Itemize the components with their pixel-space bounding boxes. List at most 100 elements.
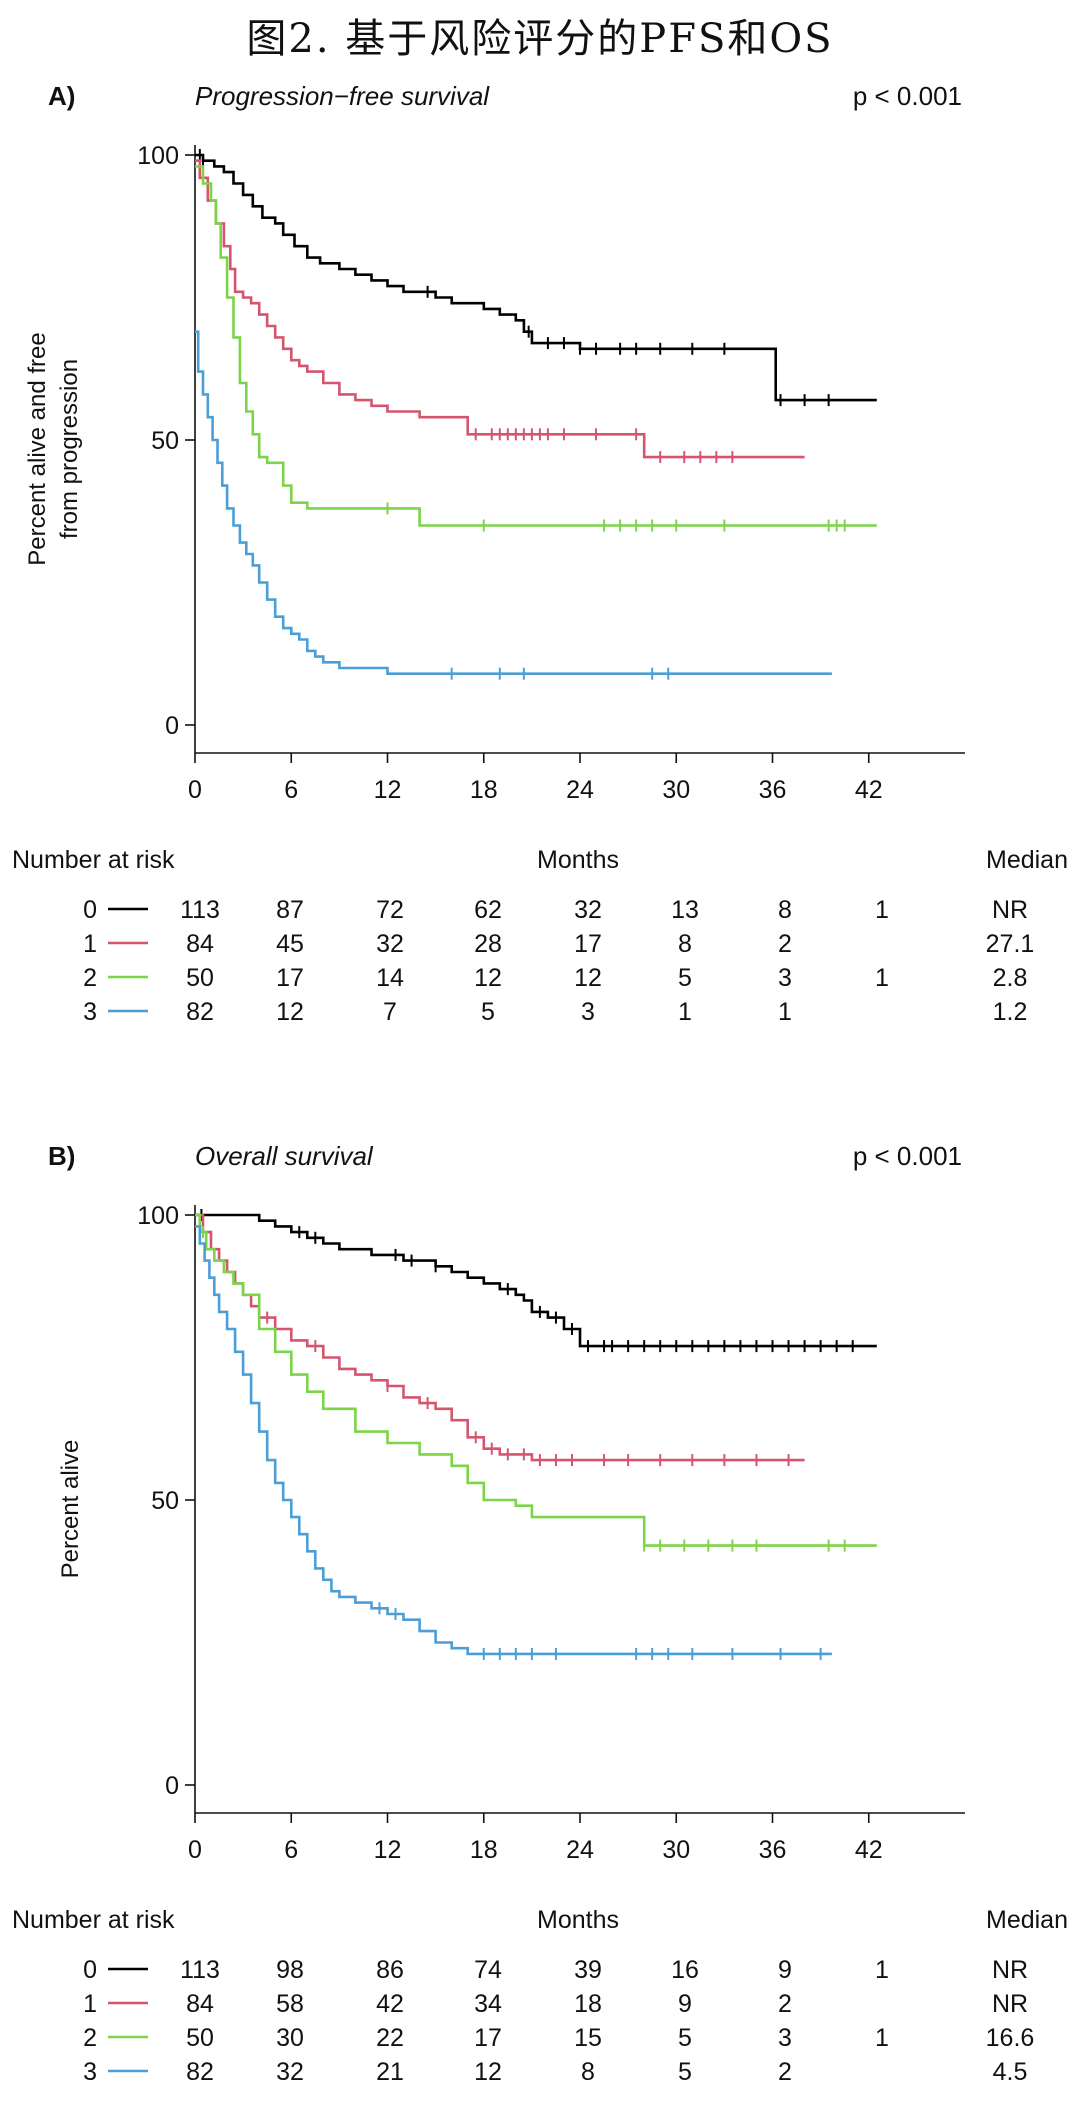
risk-group-label: 1 — [83, 1990, 97, 2018]
risk-count: 1 — [875, 896, 889, 924]
risk-count: 14 — [376, 964, 404, 992]
x-tick-label: 0 — [188, 776, 202, 804]
series-line-group-0 — [195, 153, 877, 402]
risk-count: 82 — [186, 2058, 214, 2086]
risk-count: 3 — [778, 964, 792, 992]
risk-count: 72 — [376, 896, 404, 924]
median-value: 4.5 — [993, 2058, 1028, 2086]
page-title: 图2. 基于风险评分的PFS和OS — [246, 16, 834, 62]
x-tick-label: 12 — [374, 1836, 402, 1864]
y-tick-label: 100 — [137, 1202, 179, 1230]
risk-count: 18 — [574, 1990, 602, 2018]
risk-count: 62 — [474, 896, 502, 924]
risk-count: 2 — [778, 1990, 792, 2018]
x-tick-label: 18 — [470, 776, 498, 804]
x-tick-label: 36 — [759, 776, 787, 804]
risk-count: 13 — [671, 896, 699, 924]
risk-count: 16 — [671, 1956, 699, 1984]
risk-count: 5 — [678, 964, 692, 992]
risk-count: 1 — [875, 964, 889, 992]
risk-count: 32 — [574, 896, 602, 924]
series-line-group-3 — [195, 330, 832, 675]
risk-count: 5 — [678, 2058, 692, 2086]
risk-count: 86 — [376, 1956, 404, 1984]
median-value: 2.8 — [993, 964, 1028, 992]
x-tick-label: 36 — [759, 1836, 787, 1864]
risk-count: 5 — [481, 998, 495, 1026]
risk-count: 17 — [574, 930, 602, 958]
risk-count: 34 — [474, 1990, 502, 2018]
risk-count: 1 — [778, 998, 792, 1026]
risk-count: 84 — [186, 930, 214, 958]
risk-count: 12 — [276, 998, 304, 1026]
median-value: 1.2 — [993, 998, 1028, 1026]
risk-count: 21 — [376, 2058, 404, 2086]
series-line-group-1 — [195, 1213, 805, 1462]
risk-count: 113 — [180, 896, 220, 924]
risk-count: 12 — [474, 964, 502, 992]
risk-count: 3 — [581, 998, 595, 1026]
risk-count: 32 — [276, 2058, 304, 2086]
median-value: NR — [992, 1956, 1028, 1984]
risk-count: 2 — [778, 930, 792, 958]
chart-title: Progression−free survival — [195, 81, 490, 111]
risk-count: 30 — [276, 2024, 304, 2052]
x-tick-label: 30 — [662, 776, 690, 804]
p-value: p < 0.001 — [853, 81, 962, 111]
panel-label: A) — [48, 81, 75, 111]
panel-a: A) Progression−free survival p < 0.001 0 5 0 1… — [12, 81, 1068, 1026]
risk-count: 113 — [180, 1956, 220, 1984]
risk-group-label: 0 — [83, 896, 97, 924]
x-axis-label: Months — [537, 846, 619, 874]
risk-count: 32 — [376, 930, 404, 958]
series-line-group-0 — [195, 1213, 877, 1348]
median-header: Median — [986, 1906, 1068, 1934]
risk-group-label: 1 — [83, 930, 97, 958]
risk-count: 17 — [276, 964, 304, 992]
risk-count: 42 — [376, 1990, 404, 2018]
x-axis-label: Months — [537, 1906, 619, 1934]
risk-count: 8 — [581, 2058, 595, 2086]
x-tick-label: 12 — [374, 776, 402, 804]
risk-count: 87 — [276, 896, 304, 924]
panel-label: B) — [48, 1141, 75, 1171]
risk-table-title: Number at risk — [12, 1906, 175, 1934]
risk-table-title: Number at risk — [12, 846, 175, 874]
risk-count: 8 — [778, 896, 792, 924]
risk-count: 82 — [186, 998, 214, 1026]
series-line-group-3 — [195, 1225, 832, 1656]
x-tick-label: 42 — [855, 776, 883, 804]
risk-group-label: 0 — [83, 1956, 97, 1984]
chart-title: Overall survival — [195, 1141, 374, 1171]
p-value: p < 0.001 — [853, 1141, 962, 1171]
x-tick-label: 6 — [284, 776, 298, 804]
x-tick-label: 18 — [470, 1836, 498, 1864]
median-value: 16.6 — [986, 2024, 1035, 2052]
risk-count: 9 — [678, 1990, 692, 2018]
risk-count: 74 — [474, 1956, 502, 1984]
series-line-group-2 — [195, 165, 877, 527]
x-tick-label: 0 — [188, 1836, 202, 1864]
risk-count: 58 — [276, 1990, 304, 2018]
risk-count: 12 — [574, 964, 602, 992]
risk-count: 84 — [186, 1990, 214, 2018]
y-axis-label: from progression — [56, 359, 83, 539]
y-tick-label: 0 — [165, 712, 179, 740]
risk-count: 12 — [474, 2058, 502, 2086]
y-tick-label: 100 — [137, 142, 179, 170]
risk-count: 8 — [678, 930, 692, 958]
risk-group-label: 3 — [83, 2058, 97, 2086]
risk-group-label: 2 — [83, 964, 97, 992]
risk-count: 39 — [574, 1956, 602, 1984]
series-line-group-2 — [195, 1213, 877, 1547]
x-tick-label: 24 — [566, 776, 594, 804]
risk-group-label: 3 — [83, 998, 97, 1026]
x-tick-label: 30 — [662, 1836, 690, 1864]
x-tick-label: 24 — [566, 1836, 594, 1864]
risk-count: 45 — [276, 930, 304, 958]
y-axis-label: Percent alive — [57, 1440, 84, 1579]
risk-count: 1 — [875, 1956, 889, 1984]
risk-count: 17 — [474, 2024, 502, 2052]
